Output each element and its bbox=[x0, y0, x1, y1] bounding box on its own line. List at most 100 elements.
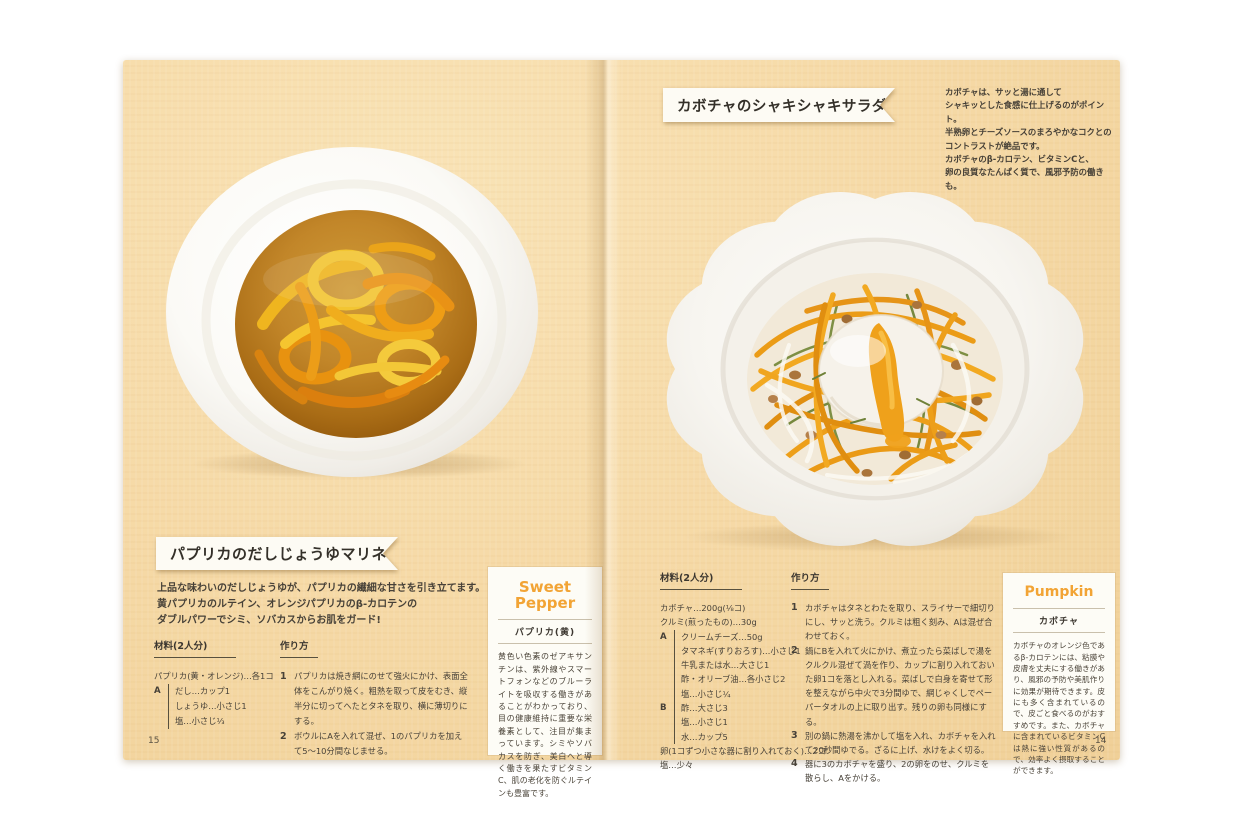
page-number: 14 bbox=[1095, 736, 1107, 746]
step-text: パプリカは焼き網にのせて強火にかけ、表面全体をこんがり焼く。粗熱を取って皮をむき… bbox=[294, 671, 468, 726]
ingredient-row: A クリームチーズ…50g bbox=[660, 629, 832, 644]
info-box-title-en: Pumpkin bbox=[1024, 584, 1094, 600]
recipe-title-ribbon: パプリカのだしじょうゆマリネ bbox=[156, 537, 398, 570]
ingredient-row: 塩…少々 bbox=[660, 758, 832, 772]
ingredient-text: 酢・オリーブ油…各小さじ2 bbox=[674, 672, 832, 687]
nutrition-info-box: Sweet Pepper パプリカ(黄) 黄色い色素のゼアキサンチンは、紫外線や… bbox=[488, 567, 602, 798]
steps-column: 作り方 1 パプリカは焼き網にのせて強火にかけ、表面全体をこんがり焼く。粗熱を取… bbox=[280, 638, 468, 759]
ingredient-row: 卵(1コずつ小さな器に割り入れておく)…2コ bbox=[660, 744, 832, 758]
step-text: 別の鍋に熱湯を沸かして塩を入れ、カボチャを入れて20秒間ゆでる。ざるに上げ、水け… bbox=[805, 730, 996, 756]
intro-line: コントラストが絶品です。 bbox=[945, 140, 1045, 151]
step-text: 器に3のカボチャを盛り、2の卵をのせ、クルミを散らし、Aをかける。 bbox=[805, 759, 990, 784]
intro-line: シャキッとした食感に仕上げるのがポイント。 bbox=[945, 100, 1105, 124]
ingredient-row: 酢・オリーブ油…各小さじ2 bbox=[660, 672, 832, 687]
ingredient-row: B 酢…大さじ3 bbox=[660, 701, 832, 716]
step-text: カボチャはタネとわたを取り、スライサーで細切りにし、サッと洗う。クルミは粗く刻み… bbox=[805, 603, 995, 642]
ingredient-row: しょうゆ…小さじ1 bbox=[154, 699, 280, 714]
ingredient-row: 牛乳または水…大さじ1 bbox=[660, 658, 832, 673]
ingredients-heading: 材料(2人分) bbox=[154, 638, 236, 658]
ingredient-group-letter bbox=[660, 715, 674, 729]
info-box-body: 黄色い色素のゼアキサンチンは、紫外線やスマートフォンなどのブルーライトを吸収する… bbox=[498, 652, 592, 798]
step-row: 1 カボチャはタネとわたを取り、スライサーで細切りにし、サッと洗う。クルミは粗く… bbox=[791, 601, 996, 644]
left-page: パプリカのだしじょうゆマリネ 上品な味わいのだしじょうゆが、パプリカの繊細な甘さ… bbox=[123, 60, 603, 798]
ingredient-text: 塩…小さじ1 bbox=[674, 715, 832, 730]
lead-line: 黄パプリカのルテイン、オレンジパプリカのβ-カロテンの bbox=[157, 599, 418, 610]
intro-line: カボチャは、サッと湯に通して bbox=[945, 87, 1062, 97]
ingredient-group-letter: A bbox=[154, 686, 161, 696]
ingredients-list: カボチャ…200g(⅛コ) クルミ(煎ったもの)…30g A クリームチーズ…5… bbox=[660, 601, 832, 773]
ingredient-row: 塩…小さじ⅓ bbox=[154, 714, 280, 729]
intro-line: 半熟卵とチーズソースのまろやかなコクとの bbox=[945, 127, 1112, 138]
recipe-lead-text: 上品な味わいのだしじょうゆが、パプリカの繊細な甘さを引き立てます。 黄パプリカのル… bbox=[157, 581, 502, 629]
ingredient-group-letter bbox=[154, 699, 168, 714]
step-number: 1 bbox=[280, 671, 287, 682]
ingredient-text: 塩…小さじ¼ bbox=[674, 686, 832, 702]
ingredient-text: 卵(1コずつ小さな器に割り入れておく)…2コ bbox=[660, 745, 826, 756]
page-number: 15 bbox=[148, 736, 160, 746]
ingredient-text: しょうゆ…小さじ1 bbox=[168, 699, 280, 714]
ingredient-text: 水…カップ5 bbox=[674, 729, 832, 744]
ingredient-text: だし…カップ1 bbox=[168, 684, 280, 699]
ingredients-heading: 材料(2人分) bbox=[660, 570, 742, 590]
ingredient-text: クルミ(煎ったもの)…30g bbox=[660, 617, 757, 628]
ingredient-row: 水…カップ5 bbox=[660, 729, 832, 744]
step-row: 3 別の鍋に熱湯を沸かして塩を入れ、カボチャを入れて20秒間ゆでる。ざるに上げ、… bbox=[791, 729, 996, 757]
ingredient-row: パプリカ(黄・オレンジ)…各1コ bbox=[154, 669, 280, 684]
ingredient-text: 塩…少々 bbox=[660, 760, 694, 771]
step-number: 4 bbox=[791, 758, 798, 770]
steps-heading: 作り方 bbox=[280, 638, 318, 658]
info-box-title-en: Sweet Pepper bbox=[514, 578, 576, 613]
ingredient-row: タマネギ(すりおろす)…小さじ1 bbox=[660, 643, 832, 659]
pumpkin-salad-photo bbox=[666, 191, 1084, 552]
nutrition-info-box: Pumpkin カボチャ カボチャのオレンジ色であるβ-カロテンには、粘膜や皮膚… bbox=[1003, 573, 1115, 775]
ingredient-text: タマネギ(すりおろす)…小さじ1 bbox=[674, 643, 832, 659]
step-number: 2 bbox=[791, 644, 798, 656]
ingredients-column: 材料(2人分) パプリカ(黄・オレンジ)…各1コ A だし…カップ1 しょうゆ…… bbox=[154, 638, 280, 729]
steps-heading: 作り方 bbox=[791, 570, 829, 590]
ingredient-row: クルミ(煎ったもの)…30g bbox=[660, 615, 832, 629]
step-text: ボウルにAを入れて混ぜ、1のパプリカを加えて5〜10分間なじませる。 bbox=[294, 731, 463, 756]
ingredient-text: クリームチーズ…50g bbox=[674, 629, 832, 644]
recipe-title: パプリカのだしじょうゆマリネ bbox=[156, 537, 398, 570]
steps-list: 1 カボチャはタネとわたを取り、スライサーで細切りにし、サッと洗う。クルミは粗く… bbox=[791, 601, 996, 786]
recipe-intro-text: カボチャは、サッと湯に通してシャキッとした食感に仕上げるのがポイント。半熟卵とチ… bbox=[945, 86, 1117, 193]
ingredient-group-letter bbox=[660, 658, 674, 672]
step-row: 4 器に3のカボチャを盛り、2の卵をのせ、クルミを散らし、Aをかける。 bbox=[791, 757, 996, 785]
ingredient-group-letter bbox=[660, 730, 674, 744]
ingredient-text: パプリカ(黄・オレンジ)…各1コ bbox=[154, 671, 274, 681]
ingredient-row: カボチャ…200g(⅛コ) bbox=[660, 601, 832, 615]
ingredients-column: 材料(2人分) カボチャ…200g(⅛コ) クルミ(煎ったもの)…30g A ク… bbox=[660, 570, 832, 773]
ingredient-group-letter bbox=[660, 687, 674, 701]
ingredient-group-letter bbox=[660, 644, 674, 658]
ingredient-text: 塩…小さじ⅓ bbox=[168, 714, 280, 729]
right-page: カボチャのシャキシャキサラダ カボチャは、サッと湯に通してシャキッとした食感に仕… bbox=[603, 60, 1120, 783]
ingredient-row: 塩…小さじ¼ bbox=[660, 686, 832, 702]
steps-list: 1 パプリカは焼き網にのせて強火にかけ、表面全体をこんがり焼く。粗熱を取って皮を… bbox=[280, 669, 468, 759]
info-box-title-jp: カボチャ bbox=[1013, 609, 1105, 634]
ingredient-row: 塩…小さじ1 bbox=[660, 715, 832, 730]
ingredient-group-letter: A bbox=[660, 631, 667, 642]
ingredient-group-letter bbox=[660, 672, 674, 686]
lead-line: 上品な味わいのだしじょうゆが、パプリカの繊細な甘さを引き立てます。 bbox=[157, 583, 486, 594]
step-row: 2 鍋にBを入れて火にかけ、煮立ったら菜ばしで湯をクルクル混ぜて渦を作り、カップ… bbox=[791, 644, 996, 729]
ingredient-group-letter: B bbox=[660, 703, 667, 714]
step-number: 3 bbox=[791, 729, 798, 741]
step-text: 鍋にBを入れて火にかけ、煮立ったら菜ばしで湯をクルクル混ぜて渦を作り、カップに割… bbox=[805, 645, 995, 727]
intro-line: 卵の良質なたんぱく質で、風邪予防の働きも。 bbox=[945, 167, 1104, 191]
step-number: 2 bbox=[280, 731, 287, 742]
step-number: 1 bbox=[791, 602, 798, 613]
ingredient-text: 牛乳または水…大さじ1 bbox=[674, 658, 832, 673]
ingredient-text: カボチャ…200g(⅛コ) bbox=[660, 603, 746, 613]
ingredient-text: 酢…大さじ3 bbox=[674, 701, 832, 716]
ingredient-group-letter bbox=[154, 714, 168, 729]
recipe-title-ribbon: カボチャのシャキシャキサラダ bbox=[663, 88, 895, 122]
info-box-title-jp: パプリカ(黄) bbox=[498, 620, 592, 645]
ingredient-row: A だし…カップ1 bbox=[154, 684, 280, 699]
recipe-title: カボチャのシャキシャキサラダ bbox=[663, 88, 895, 122]
book-spread: パプリカのだしじょうゆマリネ 上品な味わいのだしじょうゆが、パプリカの繊細な甘さ… bbox=[123, 60, 1120, 798]
divider bbox=[1013, 608, 1105, 610]
divider bbox=[498, 619, 592, 621]
step-row: 2 ボウルにAを入れて混ぜ、1のパプリカを加えて5〜10分間なじませる。 bbox=[280, 729, 468, 759]
steps-column: 作り方 1 カボチャはタネとわたを取り、スライサーで細切りにし、サッと洗う。クル… bbox=[791, 570, 996, 786]
